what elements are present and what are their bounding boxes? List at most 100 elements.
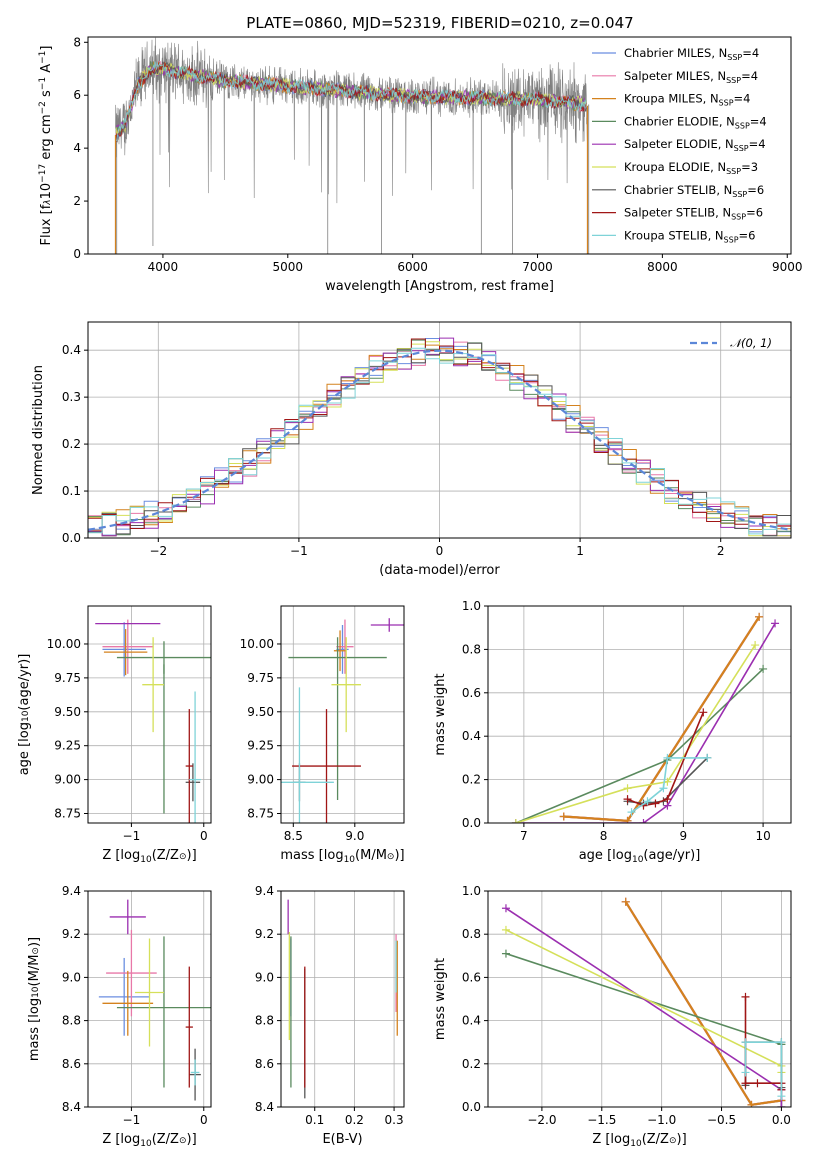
plot-area <box>287 899 398 1099</box>
legend-entry-8: Kroupa STELIB, NSSP=6 <box>624 228 755 244</box>
model-spectrum-8 <box>115 61 588 142</box>
x-tick-label: −2.0 <box>527 1113 556 1127</box>
y-tick-label: 1.0 <box>462 884 481 898</box>
mass-z-axes-xlabel: Z [log10(Z/Z⊙)] <box>102 1132 196 1149</box>
y-tick-label: 8.75 <box>247 807 274 821</box>
mass-weight-marker <box>639 819 648 823</box>
mass-weight-marker <box>623 795 632 804</box>
y-tick-label: 9.25 <box>247 739 274 753</box>
mass-weight-marker <box>643 797 652 806</box>
plot-area <box>114 37 590 254</box>
plot-area <box>501 897 786 1107</box>
y-tick-label: 0.6 <box>462 970 481 984</box>
massweight-z-axes-xlabel: Z [log10(Z/Z⊙)] <box>592 1132 686 1149</box>
mass-z-axes: −1 0 8.4 8.6 8.8 9.0 9.2 9.4 Z [log10(Z/Z⊙)] mass… <box>27 884 212 1149</box>
mass-weight-marker <box>559 812 568 821</box>
axes-frame <box>87 36 792 255</box>
mass-weight-marker <box>627 808 636 817</box>
y-tick-label: 9.00 <box>247 773 274 787</box>
axes-frame <box>87 890 212 1108</box>
x-tick-label: 7000 <box>522 260 553 274</box>
y-tick-label: 9.50 <box>247 705 274 719</box>
y-tick-label: 9.25 <box>54 739 81 753</box>
y-tick-label: 9.2 <box>62 927 81 941</box>
y-tick-label: 0.1 <box>62 484 81 498</box>
mass-ebv-axes: 0.1 0.2 0.3 8.4 8.6 8.8 9.0 9.2 9.4 E(B-V) <box>255 884 405 1147</box>
legend-entry-7: Salpeter STELIB, NSSP=6 <box>624 206 763 222</box>
massweight-z-axes-ylabel: mass weight <box>433 958 448 1040</box>
y-tick-label: 8.75 <box>54 807 81 821</box>
x-tick-label: 0.2 <box>345 1113 364 1127</box>
x-tick-label: 0 <box>436 544 444 558</box>
massweight-age-axes-ylabel: mass weight <box>433 673 448 755</box>
y-tick-label: 9.50 <box>54 705 81 719</box>
plot-area <box>95 619 211 823</box>
mass-weight-marker <box>501 925 510 934</box>
x-tick-label: −1 <box>123 1113 141 1127</box>
y-tick-label: 0.0 <box>462 1100 481 1114</box>
y-tick-label: 1.0 <box>462 599 481 613</box>
y-tick-label: 9.4 <box>255 884 274 898</box>
spectrum-axes: 4000 5000 6000 7000 8000 9000 0 2 4 6 8 wavelength … <box>38 35 803 294</box>
mass-weight-marker <box>501 949 510 958</box>
y-tick-label: 10.00 <box>240 637 274 651</box>
x-tick-label: −1.0 <box>647 1113 676 1127</box>
y-tick-label: 0.2 <box>462 773 481 787</box>
legend-entry-1: Salpeter MILES, NSSP=4 <box>624 69 758 85</box>
y-tick-label: 0.4 <box>462 729 481 743</box>
y-tick-label: 9.75 <box>247 671 274 685</box>
x-tick-label: 0.3 <box>385 1113 404 1127</box>
mass-weight-marker <box>651 799 660 808</box>
legend-entry-5: Kroupa ELODIE, NSSP=3 <box>624 160 758 176</box>
y-tick-label: 8.4 <box>62 1100 81 1114</box>
age-z-axes: −1 0 8.75 9.00 9.25 9.50 9.75 10.00 Z [log10(Z/Z… <box>17 605 212 865</box>
mass-weight-marker <box>755 612 764 621</box>
y-tick-label: 9.75 <box>54 671 81 685</box>
y-tick-label: 0.2 <box>462 1057 481 1071</box>
mass-weight-marker <box>771 619 780 628</box>
mass-weight-marker <box>747 1100 756 1107</box>
x-tick-label: 0 <box>200 1113 208 1127</box>
y-tick-label: 4 <box>73 141 81 155</box>
mass-weight-marker <box>659 784 668 793</box>
axes-frame <box>280 890 405 1108</box>
mass-weight-marker <box>623 784 632 793</box>
mass-weight-line-5 <box>505 929 783 1073</box>
normal-legend-label: 𝒩(0, 1) <box>730 336 772 350</box>
x-tick-label: 9000 <box>772 260 803 274</box>
observed-spectrum <box>115 37 588 204</box>
mass-ebv-axes-xlabel: E(B-V) <box>322 1132 362 1147</box>
y-tick-label: 8.8 <box>62 1014 81 1028</box>
age-mass-axes: 8.5 9.0 8.75 9.00 9.25 9.50 9.75 10.00 mass [log… <box>240 605 405 865</box>
mass-weight-line-3 <box>515 668 764 823</box>
y-tick-label: 8 <box>73 35 81 49</box>
x-tick-label: −1 <box>290 544 308 558</box>
x-tick-label: 9 <box>680 829 688 843</box>
y-tick-label: 0 <box>73 247 81 261</box>
x-tick-label: 8.5 <box>284 829 303 843</box>
y-tick-label: 9.4 <box>62 884 81 898</box>
y-tick-label: 0.6 <box>462 686 481 700</box>
y-tick-label: 8.4 <box>255 1100 274 1114</box>
x-tick-label: −1 <box>123 829 141 843</box>
x-tick-label: 7 <box>520 829 528 843</box>
plot-area <box>98 899 211 1101</box>
mass-weight-marker <box>699 708 708 717</box>
y-tick-label: 0.0 <box>62 531 81 545</box>
x-tick-label: 10 <box>755 829 770 843</box>
x-tick-label: −2 <box>149 544 167 558</box>
massweight-age-axes-xlabel: age [log10(age/yr)] <box>579 848 701 865</box>
mass-weight-marker <box>741 1079 750 1088</box>
age-z-axes-ylabel: age [log10(age/yr)] <box>17 654 32 776</box>
y-tick-label: 2 <box>73 194 81 208</box>
x-tick-label: 2 <box>717 544 725 558</box>
x-tick-label: −1.5 <box>587 1113 616 1127</box>
y-tick-label: 6 <box>73 88 81 102</box>
mass-weight-line-4 <box>515 622 776 823</box>
x-tick-label: 4000 <box>148 260 179 274</box>
mass-weight-line-8 <box>744 1041 783 1097</box>
x-tick-label: 0 <box>200 829 208 843</box>
y-tick-label: 0.4 <box>62 343 81 357</box>
x-tick-label: 9.0 <box>345 829 364 843</box>
